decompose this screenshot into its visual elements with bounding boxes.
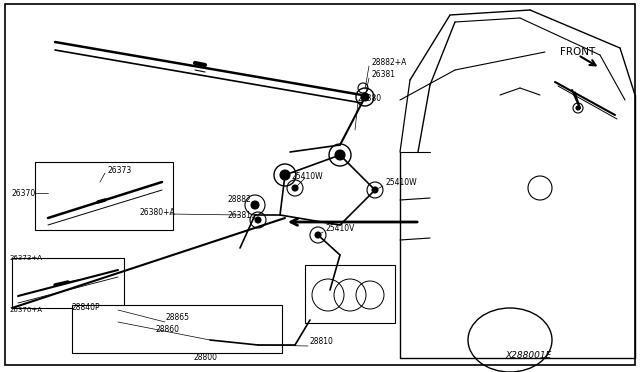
Ellipse shape	[255, 217, 261, 223]
Text: 28882+A: 28882+A	[372, 58, 408, 67]
Text: 26370: 26370	[12, 189, 36, 198]
Text: 26370+A: 26370+A	[10, 307, 43, 313]
Ellipse shape	[315, 232, 321, 238]
Text: 26381: 26381	[372, 70, 396, 78]
Text: 26380+A: 26380+A	[140, 208, 176, 217]
Ellipse shape	[207, 337, 213, 343]
Bar	[35, 162, 173, 230]
Bar	[72, 305, 282, 353]
Text: 25410W: 25410W	[291, 171, 323, 180]
Bar	[305, 265, 395, 323]
Text: 28800: 28800	[193, 353, 217, 362]
Ellipse shape	[335, 150, 345, 160]
Ellipse shape	[372, 187, 378, 193]
Text: 28860: 28860	[155, 326, 179, 334]
Ellipse shape	[361, 93, 369, 101]
Ellipse shape	[280, 170, 290, 180]
Text: 28810: 28810	[310, 337, 334, 346]
Text: X288001E: X288001E	[505, 350, 552, 359]
Text: 28865: 28865	[165, 314, 189, 323]
Text: 26381: 26381	[228, 211, 252, 219]
Ellipse shape	[255, 342, 261, 348]
Text: FRONT: FRONT	[560, 47, 595, 57]
Text: 25410W: 25410W	[385, 177, 417, 186]
Ellipse shape	[292, 185, 298, 191]
Text: 26373+A: 26373+A	[10, 255, 43, 261]
Text: 26380: 26380	[358, 93, 382, 103]
Bar	[12, 258, 124, 308]
Text: 26373: 26373	[107, 166, 131, 174]
Text: 28840P: 28840P	[72, 304, 100, 312]
Ellipse shape	[251, 201, 259, 209]
Text: 28882: 28882	[228, 196, 252, 205]
Ellipse shape	[576, 106, 580, 110]
Text: 25410V: 25410V	[325, 224, 355, 232]
